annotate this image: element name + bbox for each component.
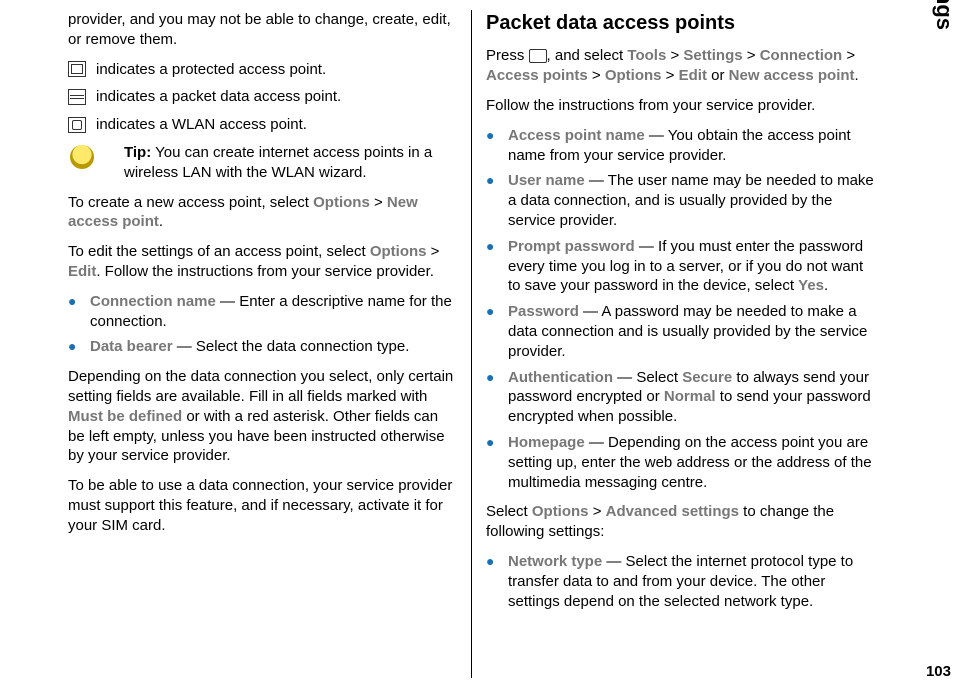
arrows-icon — [68, 89, 86, 105]
wlan-icon — [68, 117, 86, 133]
list-item: Access point name — You obtain the acces… — [486, 126, 875, 166]
field-name: Connection name — [90, 293, 216, 310]
menu-options: Options — [370, 243, 427, 260]
press-path: Press , and select Tools > Settings > Co… — [486, 46, 875, 86]
indicator-text: indicates a protected access point. — [96, 60, 326, 80]
intro-tail: provider, and you may not be able to cha… — [68, 10, 457, 50]
field-name: Data bearer — [90, 338, 173, 355]
lock-icon — [68, 61, 86, 77]
tip-icon — [68, 143, 96, 171]
tip-label: Tip: — [124, 144, 151, 161]
advanced-list: Network type — Select the internet proto… — [486, 552, 875, 611]
fields-list: Connection name — Enter a descriptive na… — [68, 292, 457, 357]
settings-list: Access point name — You obtain the acces… — [486, 126, 875, 493]
side-label-right: Settings — [931, 0, 957, 30]
tip-row: Tip: You can create internet access poin… — [68, 143, 457, 183]
right-column: Packet data access points Press , and se… — [478, 10, 883, 678]
indicator-packet: indicates a packet data access point. — [68, 87, 457, 107]
indicator-protected: indicates a protected access point. — [68, 60, 457, 80]
list-item: User name — The user name may be needed … — [486, 171, 875, 230]
heading-packet: Packet data access points — [486, 10, 875, 36]
tip-body: You can create internet access points in… — [124, 144, 432, 181]
tip-text: Tip: You can create internet access poin… — [106, 143, 457, 183]
list-item: Prompt password — If you must enter the … — [486, 237, 875, 296]
home-key-icon — [529, 49, 547, 63]
left-column: provider, and you may not be able to cha… — [60, 10, 465, 678]
column-divider — [471, 10, 472, 678]
list-item: Authentication — Select Secure to always… — [486, 368, 875, 427]
list-item: Homepage — Depending on the access point… — [486, 433, 875, 492]
follow-instr: Follow the instructions from your servic… — [486, 96, 875, 116]
field-desc: — Select the data connection type. — [173, 338, 410, 355]
list-item: Data bearer — Select the data connection… — [68, 337, 457, 357]
menu-edit: Edit — [68, 263, 96, 280]
depending-para: Depending on the data connection you sel… — [68, 367, 457, 466]
side-label-left: Draft — [0, 585, 2, 648]
last-para: To be able to use a data connection, you… — [68, 476, 457, 535]
advanced-intro: Select Options > Advanced settings to ch… — [486, 502, 875, 542]
list-item: Connection name — Enter a descriptive na… — [68, 292, 457, 332]
indicator-wlan: indicates a WLAN access point. — [68, 115, 457, 135]
must-be-defined: Must be defined — [68, 408, 182, 425]
edit-ap: To edit the settings of an access point,… — [68, 242, 457, 282]
create-ap: To create a new access point, select Opt… — [68, 193, 457, 233]
indicator-text: indicates a WLAN access point. — [96, 115, 307, 135]
menu-options: Options — [313, 194, 370, 211]
list-item: Network type — Select the internet proto… — [486, 552, 875, 611]
list-item: Password — A password may be needed to m… — [486, 302, 875, 361]
page-number: 103 — [926, 663, 951, 680]
indicator-text: indicates a packet data access point. — [96, 87, 341, 107]
